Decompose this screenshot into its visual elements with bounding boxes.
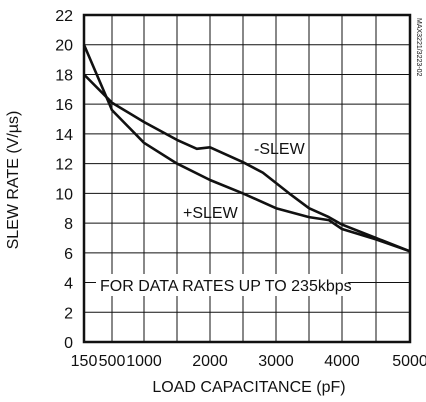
x-tick-label: 500 [99, 353, 126, 370]
y-tick-label: 10 [55, 186, 73, 203]
figure-code: MAX3221/3223-02 [415, 18, 422, 76]
x-tick-label: 4000 [324, 353, 360, 370]
y-axis-label: SLEW RATE (V/µs) [5, 111, 22, 250]
y-tick-label: 16 [55, 97, 73, 114]
minus-slew-label: -SLEW [254, 141, 306, 158]
y-tick-label: 2 [64, 305, 73, 322]
x-tick-label: 5000 [392, 353, 426, 370]
x-tick-labels: 150 500 1000 2000 3000 4000 5000 [71, 353, 426, 370]
y-tick-label: 8 [64, 216, 73, 233]
series-lines [82, 44, 411, 253]
plus-slew-label: +SLEW [183, 205, 239, 222]
y-tick-label: 12 [55, 157, 73, 174]
x-tick-label: 1000 [126, 353, 162, 370]
plot-frame [82, 13, 412, 344]
x-tick-label: 3000 [258, 353, 294, 370]
y-tick-label: 20 [55, 38, 73, 55]
note-background [96, 274, 348, 296]
y-tick-label: 14 [55, 127, 73, 144]
plus-slew-line [82, 44, 411, 253]
y-tick-label: 6 [64, 246, 73, 263]
x-tick-label: 2000 [192, 353, 228, 370]
y-tick-label: 0 [64, 335, 73, 352]
y-tick-label: 18 [55, 67, 73, 84]
y-tick-labels: 0 2 4 6 8 10 12 14 16 18 20 22 [55, 8, 73, 352]
x-axis-label: LOAD CAPACITANCE (pF) [152, 379, 345, 396]
data-rate-note: FOR DATA RATES UP TO 235kbps [100, 278, 352, 295]
x-tick-label: 150 [71, 353, 98, 370]
minus-slew-line [83, 73, 411, 253]
y-tick-label: 22 [55, 8, 73, 25]
y-tick-label: 4 [64, 276, 73, 293]
